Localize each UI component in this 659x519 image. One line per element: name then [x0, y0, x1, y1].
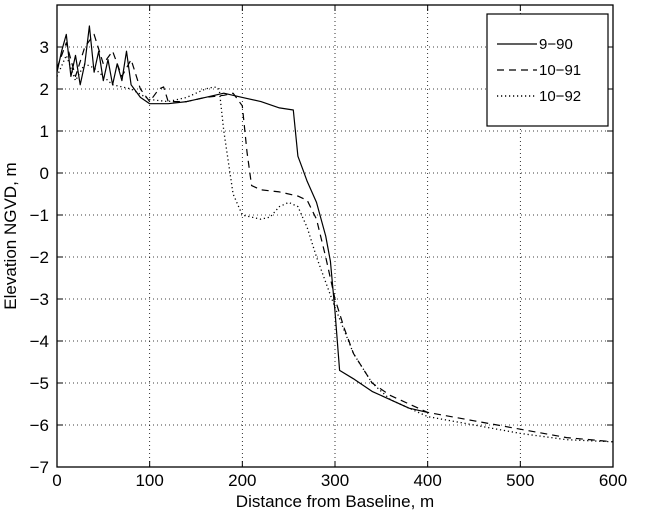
x-tick-label: 300 — [321, 471, 349, 490]
series-lines — [56, 25, 614, 443]
legend-label-3: 10−92 — [539, 88, 581, 105]
x-tick-label: 600 — [599, 471, 627, 490]
legend-label-1: 9−90 — [539, 36, 573, 53]
legend-label-2: 10−91 — [539, 62, 581, 79]
x-axis-label: Distance from Baseline, m — [236, 492, 434, 511]
x-tick-label: 0 — [52, 471, 61, 490]
legend-box — [486, 13, 609, 127]
x-tick-label: 400 — [413, 471, 441, 490]
y-tick-label: 2 — [40, 80, 49, 99]
y-tick-label: 0 — [40, 164, 49, 183]
y-tick-label: −5 — [30, 374, 49, 393]
series-line-1 — [56, 25, 428, 413]
series-line-3 — [56, 54, 614, 443]
x-tick-label: 500 — [506, 471, 534, 490]
y-tick-label: 1 — [40, 122, 49, 141]
y-tick-label: −4 — [30, 332, 49, 351]
y-tick-label: −1 — [30, 206, 49, 225]
legend: 9−90 10−91 10−92 — [486, 13, 609, 127]
x-tick-label: 100 — [135, 471, 163, 490]
y-tick-label: −3 — [30, 290, 49, 309]
x-tick-label: 200 — [228, 471, 256, 490]
grid — [57, 5, 613, 467]
series-line-2 — [56, 33, 614, 443]
y-tick-label: −6 — [30, 416, 49, 435]
y-tick-label: −2 — [30, 248, 49, 267]
y-tick-label: −7 — [30, 458, 49, 477]
y-tick-label: 3 — [40, 38, 49, 57]
y-axis-label: Elevation NGVD, m — [1, 162, 20, 309]
axis-ticks: 0 100 200 300 400 500 600 −7 −6 −5 −4 −3 −2 −1 0 1 2 3 — [30, 5, 627, 490]
